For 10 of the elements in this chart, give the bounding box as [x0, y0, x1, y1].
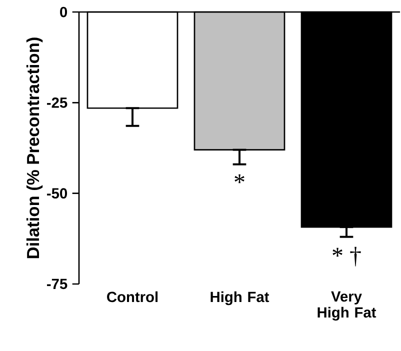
annotation: * [234, 174, 244, 184]
y-axis-title: Dilation (% Precontraction) [26, 38, 43, 258]
y-tick-label: -25 [46, 98, 68, 108]
x-tick-label: Control [107, 291, 158, 302]
y-tick-label: -50 [46, 188, 68, 199]
y-tick-label: 0 [60, 6, 68, 18]
annotation: * † [332, 246, 361, 266]
x-tick-label: High Fat [210, 291, 270, 306]
x-tick-label: Very High Fat [318, 291, 376, 321]
y-tick-label: -75 [46, 278, 68, 290]
